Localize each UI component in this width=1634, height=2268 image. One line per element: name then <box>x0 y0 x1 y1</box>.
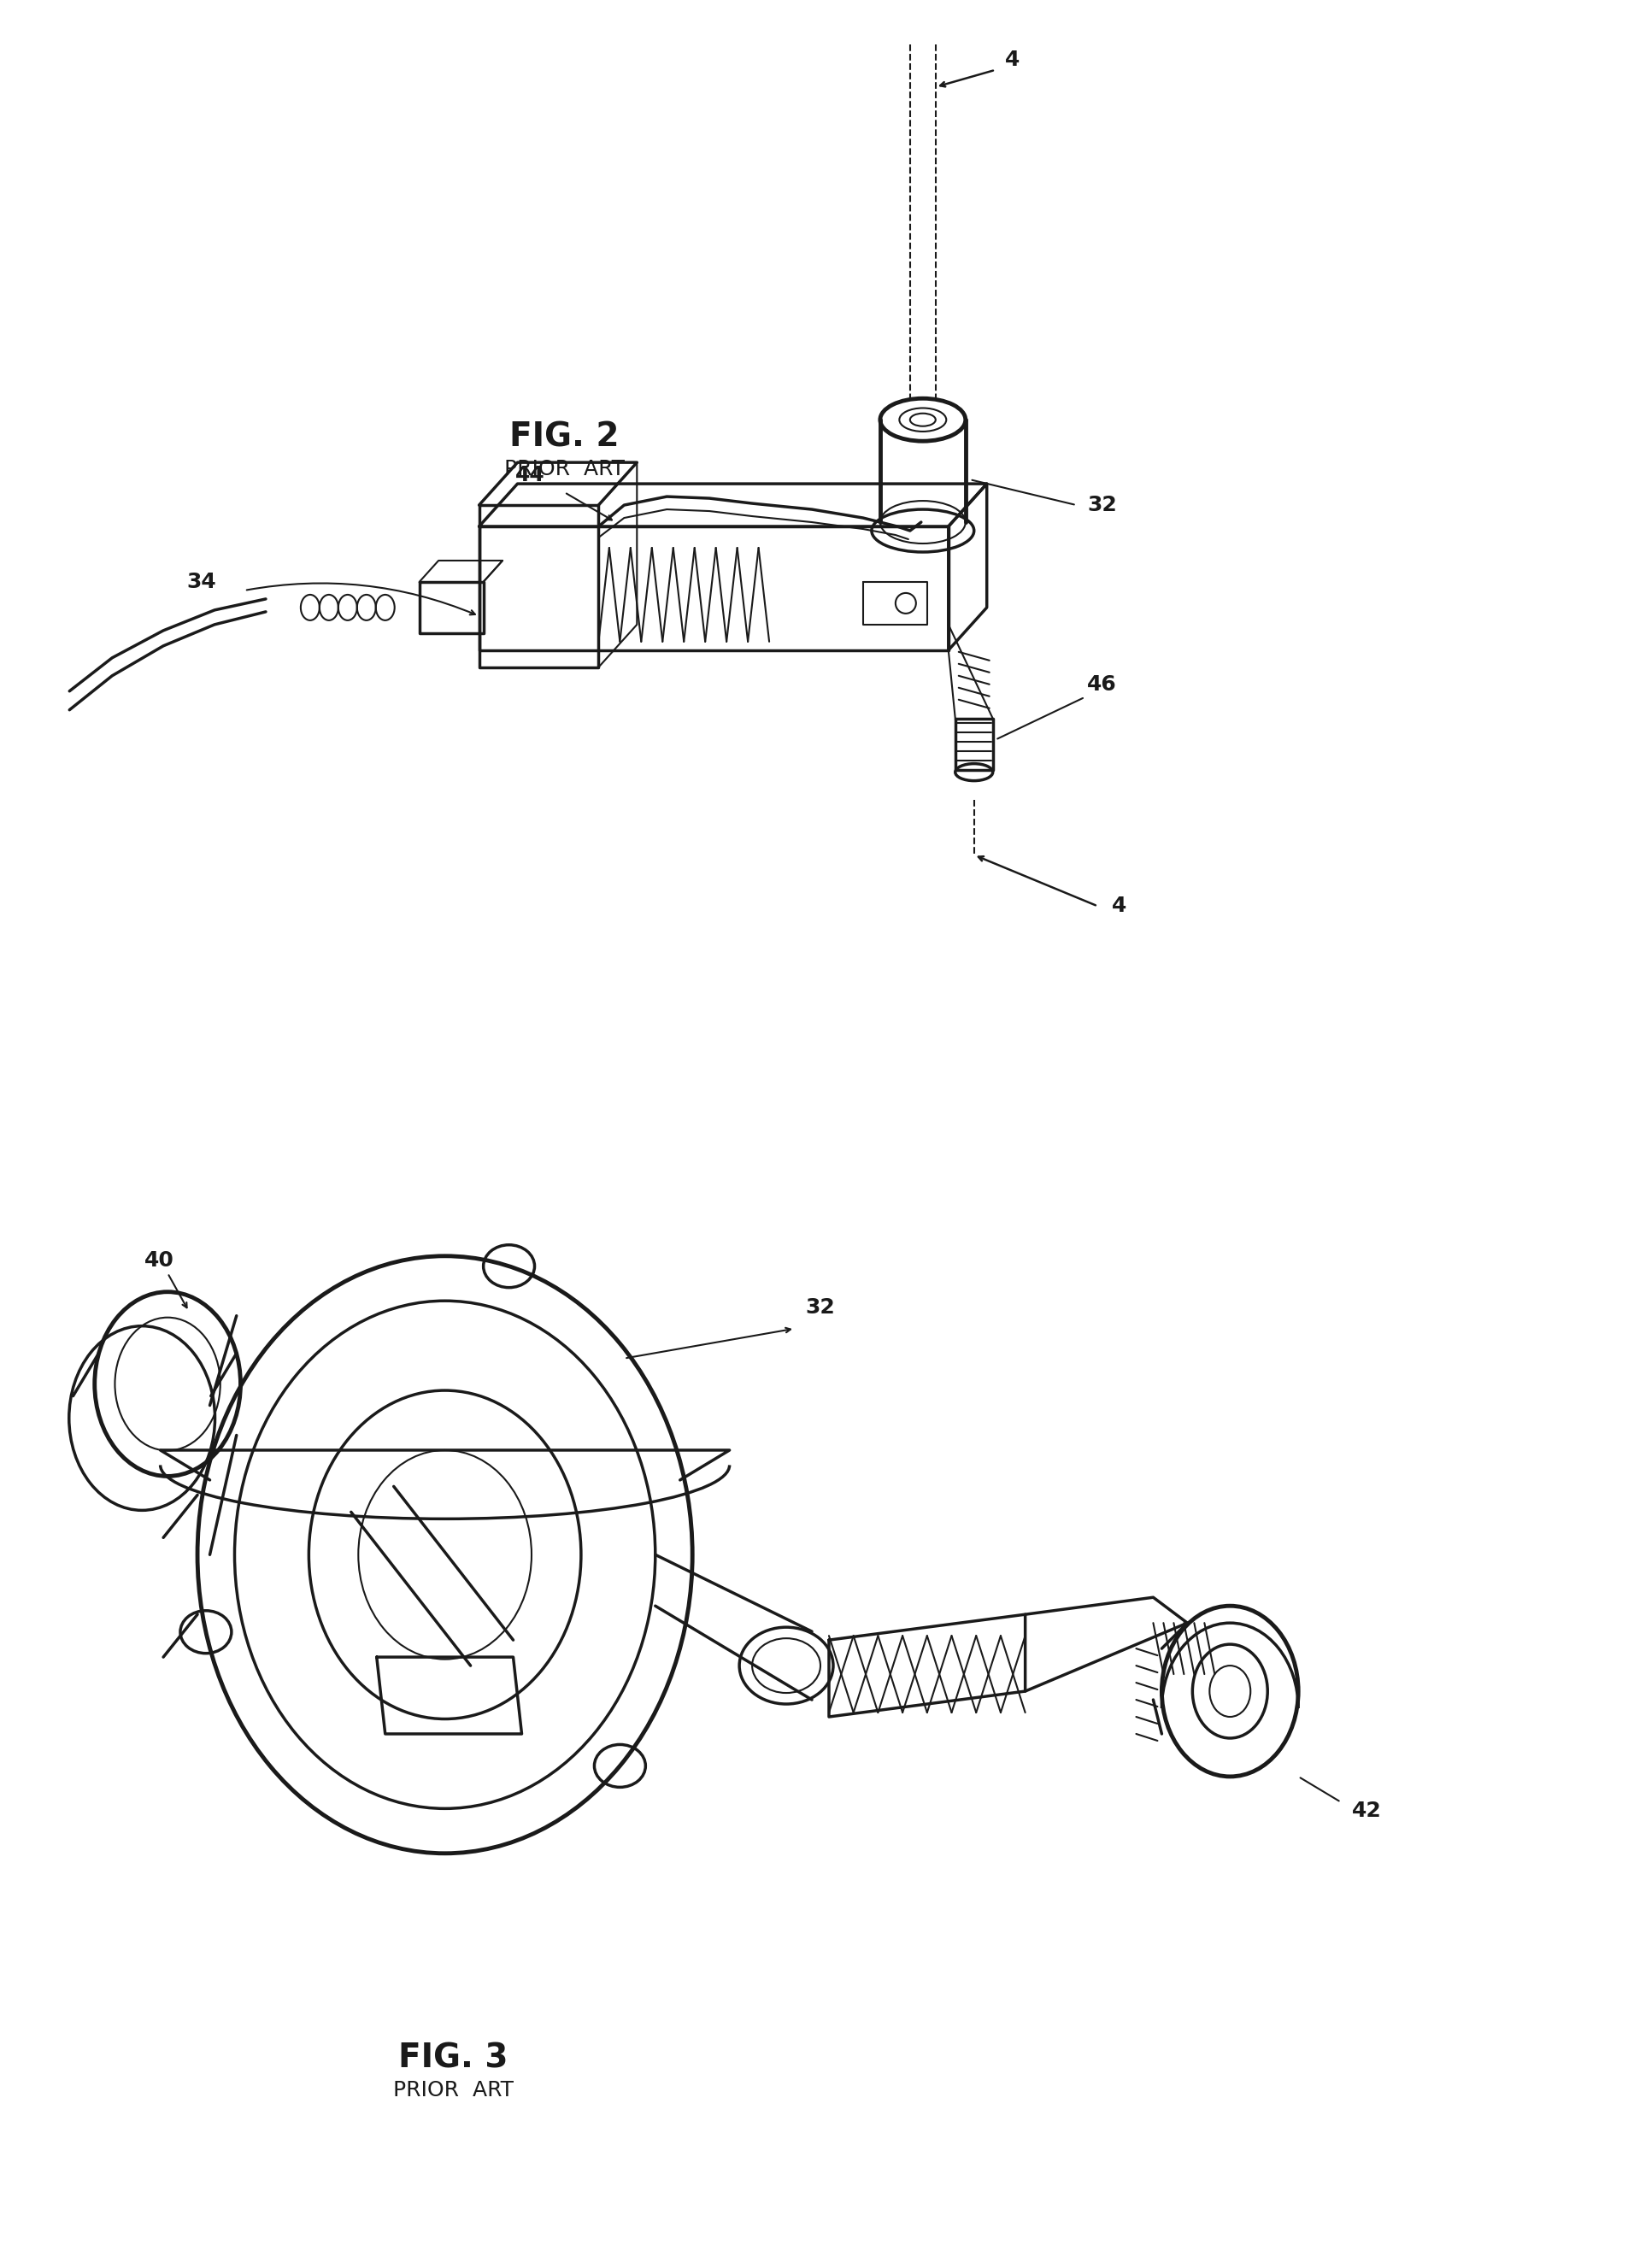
Text: 32: 32 <box>806 1297 835 1318</box>
Text: 32: 32 <box>1087 494 1118 515</box>
Text: FIG. 2: FIG. 2 <box>510 420 619 454</box>
Text: 40: 40 <box>144 1250 173 1270</box>
Text: 42: 42 <box>1351 1801 1381 1821</box>
Text: PRIOR  ART: PRIOR ART <box>394 2080 513 2100</box>
Text: 34: 34 <box>186 572 217 592</box>
Text: 4: 4 <box>1005 50 1020 70</box>
Text: FIG. 3: FIG. 3 <box>399 2041 508 2075</box>
Text: 4: 4 <box>1111 896 1126 916</box>
Text: 46: 46 <box>1087 674 1118 694</box>
Text: PRIOR  ART: PRIOR ART <box>505 458 624 479</box>
Text: 44: 44 <box>515 465 546 485</box>
